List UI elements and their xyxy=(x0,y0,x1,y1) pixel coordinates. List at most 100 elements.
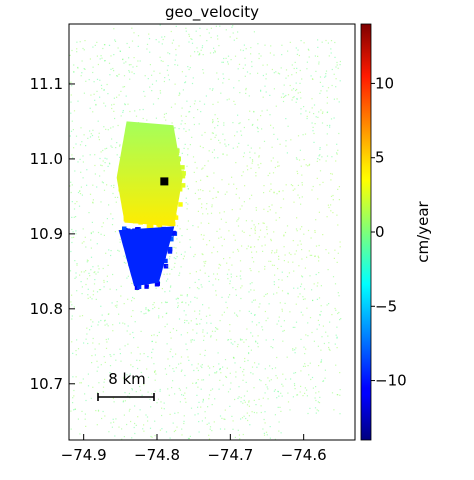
velocity-pixel xyxy=(191,42,194,44)
velocity-pixel xyxy=(214,398,216,400)
velocity-pixel xyxy=(215,25,217,27)
velocity-pixel xyxy=(177,305,179,307)
velocity-pixel xyxy=(99,157,101,160)
velocity-pixel xyxy=(110,213,112,215)
velocity-pixel xyxy=(146,43,149,45)
velocity-pixel xyxy=(90,232,92,234)
colorbar-tick-label: −10 xyxy=(375,372,407,390)
velocity-pixel xyxy=(242,67,244,69)
velocity-pixel xyxy=(319,314,321,316)
velocity-pixel xyxy=(230,276,232,278)
velocity-pixel xyxy=(175,48,177,51)
velocity-pixel xyxy=(241,205,243,207)
velocity-pixel xyxy=(226,262,228,264)
velocity-pixel xyxy=(318,111,320,113)
velocity-pixel xyxy=(102,160,104,162)
velocity-pixel xyxy=(298,197,301,199)
velocity-pixel xyxy=(277,72,279,74)
velocity-pixel xyxy=(229,330,231,332)
velocity-pixel xyxy=(87,385,90,387)
velocity-pixel xyxy=(184,251,186,253)
y-tick-label: 10.7 xyxy=(30,375,63,393)
velocity-pixel xyxy=(239,122,241,124)
velocity-pixel xyxy=(274,274,276,276)
velocity-pixel xyxy=(123,378,125,380)
velocity-pixel xyxy=(198,313,201,315)
velocity-pixel xyxy=(291,89,293,91)
velocity-pixel xyxy=(113,401,115,403)
velocity-pixel xyxy=(151,357,153,359)
velocity-pixel xyxy=(254,228,256,230)
velocity-pixel xyxy=(175,367,177,369)
velocity-pixel xyxy=(240,418,242,420)
velocity-pixel xyxy=(120,360,122,362)
velocity-pixel xyxy=(334,343,336,345)
velocity-pixel xyxy=(156,335,158,337)
velocity-pixel xyxy=(281,44,283,46)
velocity-pixel xyxy=(329,124,331,126)
velocity-pixel xyxy=(238,217,240,219)
velocity-pixel xyxy=(76,264,78,266)
velocity-pixel xyxy=(268,206,270,208)
velocity-pixel xyxy=(307,165,309,167)
velocity-pixel xyxy=(102,47,104,50)
velocity-pixel xyxy=(177,412,179,414)
velocity-pixel xyxy=(189,105,191,108)
velocity-pixel xyxy=(164,368,166,370)
velocity-pixel xyxy=(198,198,200,200)
velocity-pixel xyxy=(329,126,331,128)
velocity-pixel xyxy=(313,283,315,285)
velocity-pixel xyxy=(185,302,187,304)
velocity-pixel xyxy=(299,149,301,151)
velocity-pixel xyxy=(129,373,131,375)
velocity-pixel xyxy=(197,109,199,111)
velocity-pixel xyxy=(330,204,332,206)
velocity-pixel xyxy=(155,287,157,289)
velocity-pixel xyxy=(231,415,233,417)
velocity-pixel xyxy=(253,111,255,113)
velocity-pixel xyxy=(158,317,160,319)
velocity-pixel xyxy=(308,163,311,165)
velocity-pixel xyxy=(240,339,242,341)
velocity-pixel xyxy=(116,301,118,303)
velocity-pixel xyxy=(124,323,126,325)
velocity-pixel xyxy=(165,280,168,282)
velocity-pixel xyxy=(204,417,206,419)
velocity-pixel xyxy=(118,73,120,75)
velocity-pixel xyxy=(296,67,298,69)
velocity-pixel xyxy=(264,265,266,268)
velocity-pixel xyxy=(102,391,104,393)
velocity-pixel xyxy=(110,145,112,147)
velocity-pixel xyxy=(81,242,83,244)
velocity-pixel xyxy=(71,120,73,122)
velocity-pixel xyxy=(260,55,262,57)
velocity-pixel xyxy=(185,115,187,117)
velocity-pixel xyxy=(120,90,122,92)
velocity-pixel xyxy=(174,412,176,414)
velocity-pixel xyxy=(199,323,201,325)
velocity-pixel xyxy=(263,418,265,421)
velocity-pixel xyxy=(167,65,169,67)
velocity-pixel xyxy=(210,336,212,338)
velocity-pixel xyxy=(112,418,114,420)
velocity-pixel xyxy=(144,75,146,77)
velocity-pixel xyxy=(271,250,273,252)
velocity-pixel xyxy=(98,132,100,134)
velocity-pixel xyxy=(234,103,236,105)
velocity-pixel xyxy=(113,184,115,186)
velocity-pixel xyxy=(252,123,254,126)
velocity-pixel xyxy=(258,236,260,238)
velocity-pixel xyxy=(96,360,98,362)
velocity-pixel xyxy=(328,55,330,57)
velocity-pixel xyxy=(217,328,219,330)
velocity-pixel xyxy=(322,234,324,236)
velocity-pixel xyxy=(227,61,229,63)
velocity-pixel xyxy=(243,231,245,233)
velocity-pixel xyxy=(334,41,336,44)
velocity-pixel xyxy=(76,290,78,292)
velocity-pixel xyxy=(314,255,316,257)
velocity-pixel xyxy=(259,379,261,381)
velocity-pixel xyxy=(221,245,223,247)
velocity-pixel xyxy=(297,184,299,186)
velocity-pixel xyxy=(109,365,112,367)
